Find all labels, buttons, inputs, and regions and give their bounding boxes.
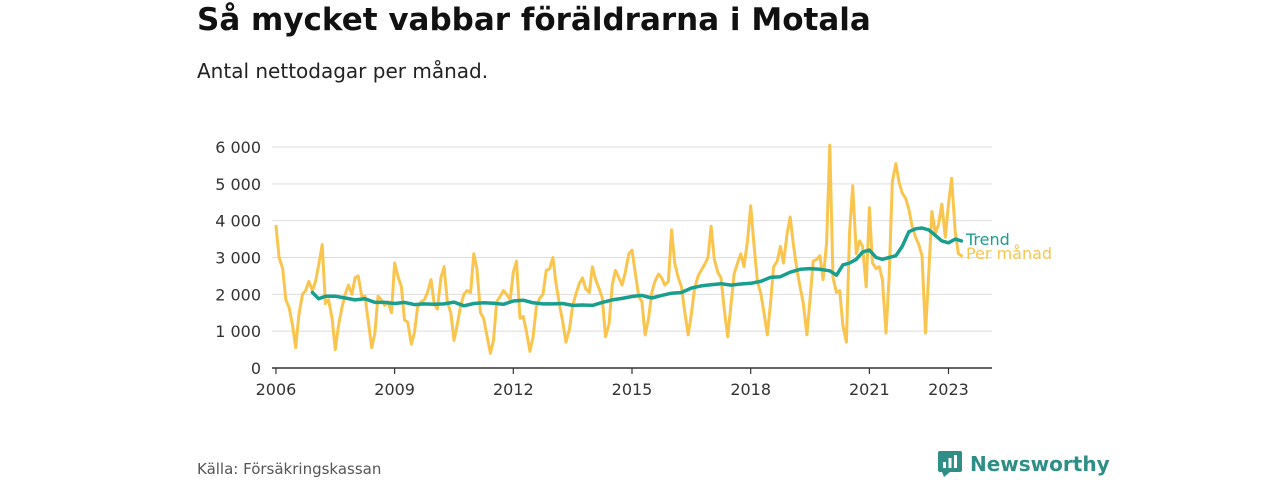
x-tick-label: 2012 [493,380,534,399]
x-tick-label: 2021 [849,380,890,399]
y-tick-label: 5 000 [215,175,261,194]
brand-logo[interactable]: Newsworthy [938,451,1110,477]
x-tick-label: 2018 [730,380,771,399]
newsworthy-logo-icon [938,451,962,477]
x-tick-label: 2009 [374,380,415,399]
x-tick-label: 2023 [928,380,969,399]
y-tick-label: 1 000 [215,322,261,341]
series-label-trend: Trend [965,230,1010,249]
series-label-monthly: Per månad [966,244,1052,263]
y-tick-label: 3 000 [215,249,261,268]
chart-subtitle: Antal nettodagar per månad. [197,59,489,83]
line-chart: 6 000 5 000 4 000 3 000 2 000 1 000 0 2006 2009… [215,138,1052,399]
series-line-trend [310,226,964,308]
y-tick-label: 2 000 [215,285,261,304]
x-axis: 2006 2009 2012 2015 2018 2021 2023 [256,367,992,399]
y-axis: 6 000 5 000 4 000 3 000 2 000 1 000 0 [215,138,261,378]
series-lines [274,143,964,355]
series-line-monthly [274,143,963,355]
chart-title: Så mycket vabbar föräldrarna i Motala [197,2,871,38]
brand-name: Newsworthy [970,452,1110,476]
source-note: Källa: Försäkringskassan [197,460,382,478]
y-tick-label: 6 000 [215,138,261,157]
y-tick-label: 4 000 [215,212,261,231]
x-tick-label: 2006 [256,380,297,399]
y-tick-label: 0 [251,359,261,378]
x-tick-label: 2015 [612,380,653,399]
